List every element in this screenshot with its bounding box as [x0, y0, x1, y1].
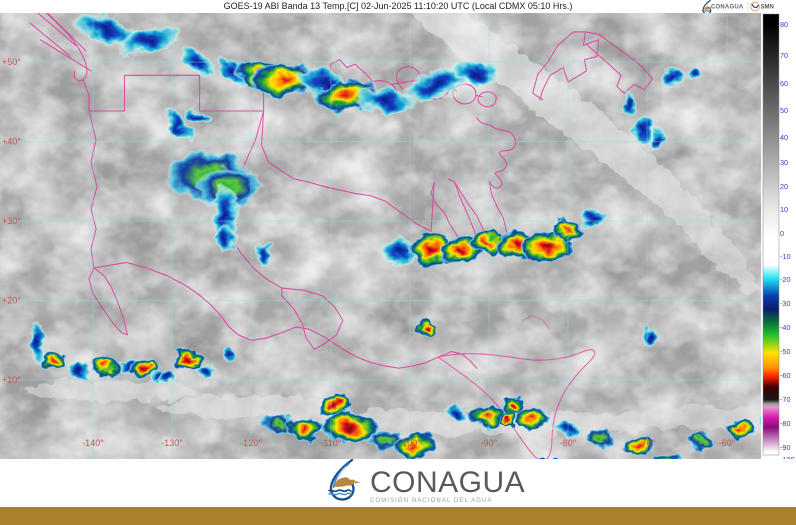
svg-text:-20: -20 [780, 275, 791, 284]
svg-text:-140°: -140° [82, 438, 104, 448]
svg-text:20: 20 [780, 182, 788, 191]
svg-text:-110°: -110° [321, 438, 342, 448]
svg-text:-40: -40 [780, 323, 791, 332]
svg-text:40: 40 [780, 133, 788, 142]
svg-text:-90°: -90° [481, 438, 498, 448]
svg-text:+10°: +10° [2, 375, 21, 385]
svg-text:50: 50 [780, 106, 788, 115]
svg-text:-70°: -70° [639, 438, 656, 448]
svg-text:+40°: +40° [2, 137, 21, 147]
svg-text:SMN: SMN [761, 4, 774, 10]
svg-text:-30: -30 [780, 299, 791, 308]
svg-text:-80: -80 [780, 419, 791, 428]
svg-text:-80°: -80° [560, 438, 577, 448]
svg-text:0: 0 [780, 229, 784, 238]
svg-text:COMISIÓN NACIONAL DEL AGUA: COMISIÓN NACIONAL DEL AGUA [370, 497, 493, 504]
svg-text:-70: -70 [780, 395, 791, 404]
svg-text:-90: -90 [780, 443, 791, 452]
svg-text:10: 10 [780, 205, 788, 214]
svg-text:+30°: +30° [2, 216, 21, 226]
svg-text:CONAGUA: CONAGUA [370, 466, 525, 499]
svg-text:CONAGUA: CONAGUA [711, 4, 744, 10]
svg-text:30: 30 [780, 158, 788, 167]
svg-text:-120°: -120° [240, 438, 262, 448]
svg-text:-60: -60 [780, 371, 791, 380]
svg-text:-10: -10 [780, 252, 791, 261]
svg-text:70: 70 [780, 51, 788, 60]
svg-text:+50°: +50° [2, 57, 21, 67]
svg-text:80: 80 [780, 20, 788, 29]
svg-text:-60°: -60° [719, 438, 736, 448]
svg-text:60: 60 [780, 79, 788, 88]
svg-text:-50: -50 [780, 347, 791, 356]
svg-text:-100°: -100° [399, 438, 421, 448]
svg-text:-130°: -130° [161, 438, 183, 448]
svg-text:+20°: +20° [2, 296, 21, 306]
